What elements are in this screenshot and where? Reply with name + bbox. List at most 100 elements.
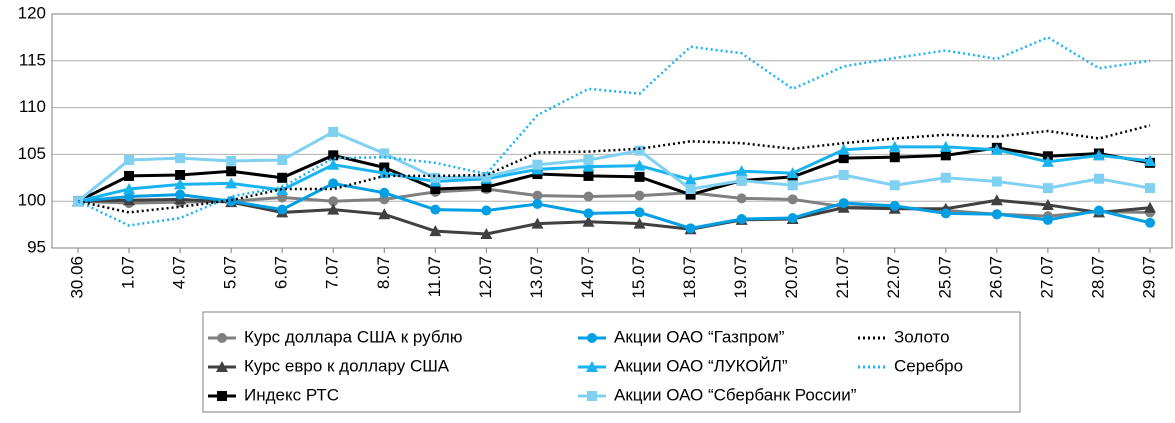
x-tick-label: 21.07 xyxy=(833,256,852,299)
point xyxy=(175,189,186,200)
point xyxy=(991,176,1002,187)
point xyxy=(939,140,952,152)
x-tick-label: 18.07 xyxy=(680,256,699,299)
x-tick-label: 11.07 xyxy=(425,256,444,297)
point xyxy=(736,175,747,186)
point xyxy=(1145,183,1155,194)
point xyxy=(889,152,900,163)
point xyxy=(838,198,849,209)
y-tick-label: 100 xyxy=(18,191,46,210)
point xyxy=(634,145,645,156)
point xyxy=(481,171,492,182)
point xyxy=(430,204,441,215)
point xyxy=(1145,217,1155,228)
legend-label: Серебро xyxy=(894,356,963,375)
point xyxy=(838,169,849,180)
y-tick-label: 115 xyxy=(19,50,46,69)
x-tick-label: 27.07 xyxy=(1037,256,1056,299)
x-tick-label: 29.07 xyxy=(1139,256,1158,299)
point xyxy=(217,391,227,401)
point xyxy=(1042,214,1053,225)
point xyxy=(277,155,288,166)
legend-label: Акции ОАО “Сбербанк России” xyxy=(614,385,857,404)
point xyxy=(480,227,493,239)
point xyxy=(430,184,441,195)
point xyxy=(531,217,544,229)
series-line xyxy=(77,145,1151,203)
point xyxy=(429,225,442,237)
series-line xyxy=(77,124,1151,214)
point xyxy=(889,180,900,191)
point xyxy=(684,173,697,185)
point xyxy=(1144,201,1156,213)
legend-label: Акции ОАО “ЛУКОЙЛ” xyxy=(614,356,788,375)
x-tick-label: 22.07 xyxy=(884,256,903,299)
point xyxy=(226,155,237,166)
x-tick-label: 13.07 xyxy=(527,256,546,299)
y-tick-label: 95 xyxy=(27,237,46,256)
point xyxy=(216,361,228,372)
x-tick-label: 1.07 xyxy=(119,256,138,289)
point xyxy=(1093,173,1104,184)
series-line xyxy=(77,130,1151,203)
x-tick-label: 26.07 xyxy=(986,256,1005,299)
x-tick-label: 20.07 xyxy=(782,256,801,299)
x-tick-label: 12.07 xyxy=(476,256,495,299)
point xyxy=(837,143,850,155)
point xyxy=(175,153,186,164)
y-tick-label: 105 xyxy=(18,144,46,163)
point xyxy=(634,207,645,218)
point xyxy=(277,204,288,215)
x-tick-label: 7.07 xyxy=(323,256,342,289)
x-tick-label: 4.07 xyxy=(170,256,189,289)
point xyxy=(634,190,645,201)
point xyxy=(328,196,339,207)
point xyxy=(940,172,951,183)
point xyxy=(1144,154,1156,166)
point xyxy=(787,194,798,205)
x-tick-label: 6.07 xyxy=(272,256,291,289)
point xyxy=(226,166,237,177)
point xyxy=(685,189,696,200)
x-tick-label: 28.07 xyxy=(1088,256,1107,299)
point xyxy=(532,159,543,170)
x-tick-label: 8.07 xyxy=(374,256,393,289)
point xyxy=(583,191,594,202)
y-tick-label: 120 xyxy=(18,3,46,22)
x-tick-label: 14.07 xyxy=(578,256,597,299)
legend-label: Индекс РТС xyxy=(244,385,339,404)
point xyxy=(586,361,598,372)
point xyxy=(174,178,187,190)
point xyxy=(888,140,901,152)
point xyxy=(787,180,798,191)
point xyxy=(736,193,747,204)
point xyxy=(1093,205,1104,216)
point xyxy=(587,333,597,343)
point xyxy=(787,213,798,224)
legend-label: Акции ОАО “Газпром” xyxy=(614,327,785,346)
legend-label: Золото xyxy=(894,327,950,346)
point xyxy=(378,167,391,179)
series-line xyxy=(77,197,1151,236)
point xyxy=(481,205,492,216)
point xyxy=(685,223,696,234)
point xyxy=(225,177,238,189)
point xyxy=(327,158,340,170)
plot-frame xyxy=(51,13,1173,249)
point xyxy=(583,208,594,219)
legend-label: Курс евро к доллару США xyxy=(244,356,450,375)
point xyxy=(583,155,594,166)
point xyxy=(277,172,288,183)
point xyxy=(378,208,391,220)
point xyxy=(328,150,339,161)
point xyxy=(582,160,595,172)
point xyxy=(328,126,339,137)
point xyxy=(217,333,227,343)
point xyxy=(889,200,900,211)
point xyxy=(175,169,186,180)
point xyxy=(940,150,951,161)
point xyxy=(481,182,492,193)
point xyxy=(582,215,595,227)
point xyxy=(634,171,645,182)
